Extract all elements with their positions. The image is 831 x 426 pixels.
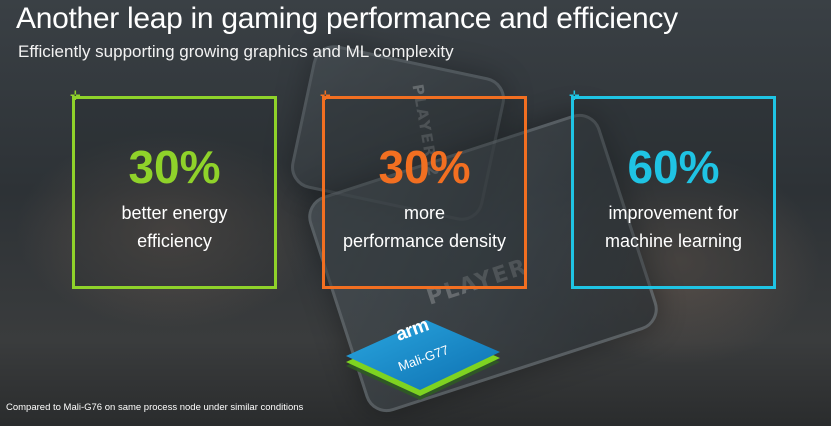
sparkle-icon: ✛ [70, 88, 81, 103]
chip-icon [346, 320, 500, 400]
stat-description-line2: efficiency [137, 231, 212, 251]
stat-card-energy: ✛ 30% better energy efficiency [70, 89, 277, 289]
stat-description: more performance density [325, 199, 524, 255]
footnote: Compared to Mali-G76 on same process nod… [6, 402, 304, 413]
stat-card-performance: ✛ 30% more performance density [320, 89, 527, 289]
mali-chip-graphic: arm Mali-G77 [338, 315, 508, 410]
sparkle-icon: ✛ [320, 88, 331, 103]
stat-value: 30% [378, 141, 471, 193]
page-subtitle: Efficiently supporting growing graphics … [18, 42, 454, 61]
stat-description-line2: performance density [342, 231, 507, 251]
stat-description-line1: better energy [121, 203, 228, 223]
stat-description-line1: improvement for [608, 203, 739, 223]
stat-description: improvement for machine learning [574, 199, 773, 255]
stat-card-ml: ✛ 60% improvement for machine learning [569, 89, 776, 289]
stat-description-line1: more [403, 203, 445, 223]
stat-description-line2: machine learning [604, 231, 743, 251]
page-title: Another leap in gaming performance and e… [16, 2, 678, 35]
stat-value: 30% [128, 141, 221, 193]
sparkle-icon: ✛ [569, 88, 580, 103]
stat-description: better energy efficiency [75, 199, 274, 255]
stat-value: 60% [627, 141, 720, 193]
